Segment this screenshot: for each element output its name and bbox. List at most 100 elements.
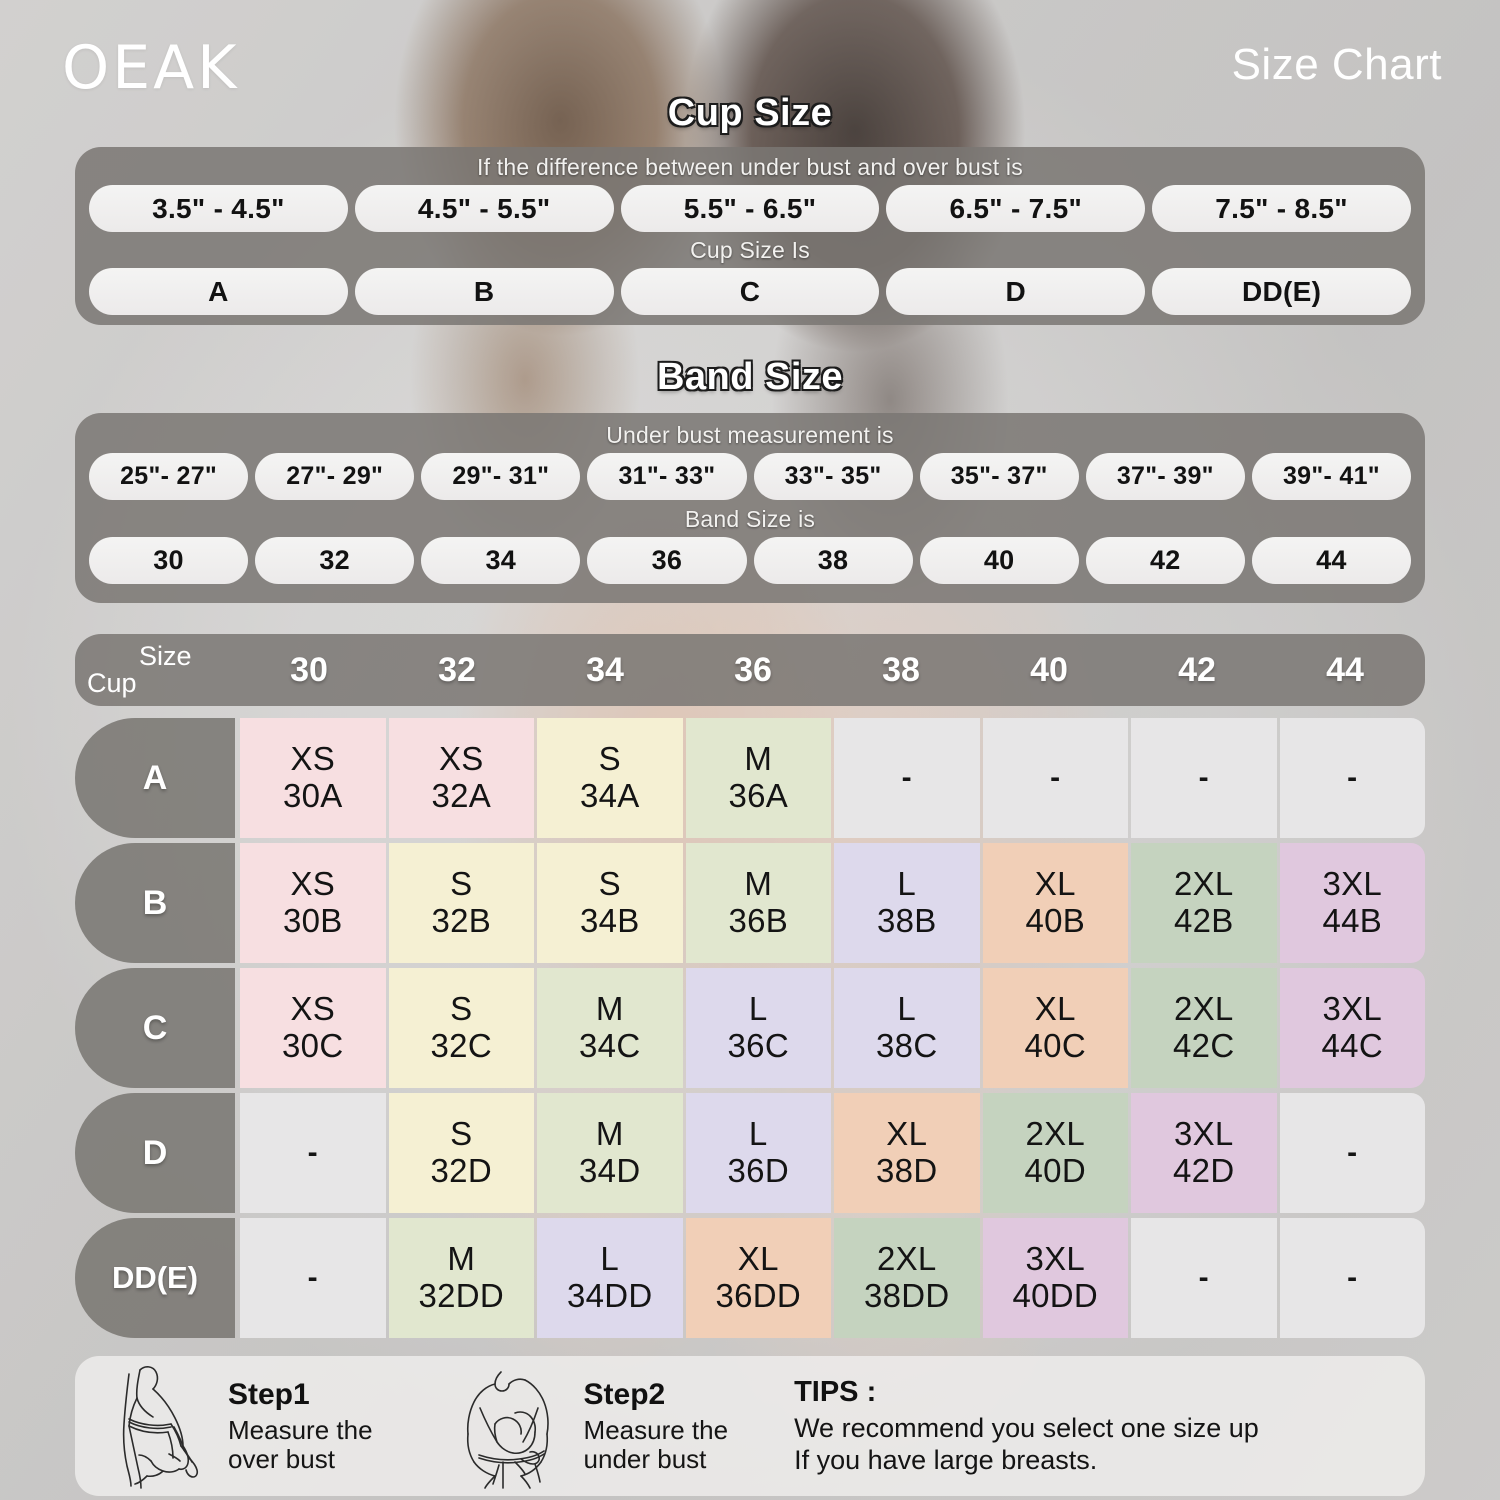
page-title: Size Chart (1231, 40, 1442, 89)
cell-size-code: 40D (1024, 1152, 1086, 1189)
band-number-cell: 32 (255, 537, 415, 584)
cell-size-code: 32D (430, 1152, 492, 1189)
cell-size-label: - (1050, 761, 1061, 795)
brand-logo: OEAK (62, 33, 240, 103)
cell-size-label: L (897, 990, 917, 1028)
cell-size-code: 44B (1322, 902, 1383, 939)
cup-range-cell: 4.5" - 5.5" (354, 185, 614, 232)
under-bust-caption: Under bust measurement is (606, 422, 894, 448)
cup-difference-caption: If the difference between under bust and… (477, 154, 1023, 180)
matrix-column-header-38: 38 (882, 650, 920, 689)
band-range-cell: 31"- 33" (587, 453, 747, 500)
tips-title: TIPS : (794, 1376, 877, 1409)
step-1-title: Step1 (228, 1377, 310, 1411)
cup-letter-cell: DD(E) (1152, 268, 1411, 315)
cell-size-label: XS (290, 865, 336, 903)
matrix-cell-36C: L 36C (685, 968, 831, 1088)
cell-size-label: S (450, 865, 473, 903)
cell-size-label: - (1347, 1136, 1358, 1170)
matrix-cell-36B: M 36B (685, 843, 831, 963)
matrix-cell-empty: - (240, 1093, 386, 1213)
matrix-cell-32B: S 32B (388, 843, 534, 963)
cell-size-label: XL (737, 1240, 779, 1278)
step-2-block: Step2 Measure the under bust (431, 1356, 729, 1496)
cell-size-code: 34D (579, 1152, 641, 1189)
cup-letter-row: A B C D DD(E) (75, 268, 1425, 315)
matrix-corner-size-label: Size (139, 641, 192, 671)
matrix-column-header-42: 42 (1178, 650, 1216, 689)
cell-size-code: 30A (282, 777, 343, 814)
cell-size-code: 36DD (715, 1277, 802, 1314)
tips-block: TIPS : We recommend you select one size … (794, 1376, 1259, 1475)
cell-size-label: S (598, 865, 621, 903)
cell-size-code: 38D (876, 1152, 938, 1189)
matrix-row-label-DDE: DD(E) (75, 1218, 235, 1338)
band-range-cell: 35"- 37" (919, 453, 1079, 500)
band-size-is-caption: Band Size is (684, 506, 816, 532)
cell-size-code: 36C (727, 1027, 789, 1064)
matrix-cell-30B: XS 30B (240, 843, 386, 963)
cell-size-label: 3XL (1322, 865, 1383, 903)
matrix-cell-empty: - (1279, 1093, 1425, 1213)
cell-size-label: M (744, 865, 773, 903)
cell-size-code: 40DD (1012, 1277, 1099, 1314)
matrix-row-label-A: A (75, 718, 235, 838)
band-number-cell: 40 (919, 537, 1079, 584)
matrix-cell-40B: XL 40B (982, 843, 1128, 963)
matrix-column-header-34: 34 (586, 650, 624, 689)
matrix-cell-empty: - (1279, 1218, 1425, 1338)
step-2-line1: Measure the (583, 1414, 729, 1445)
band-size-panel: Under bust measurement is 25"- 27" 27"- … (75, 413, 1425, 603)
matrix-column-header-32: 32 (438, 650, 476, 689)
cell-size-label: XS (438, 740, 484, 778)
cell-size-label: M (744, 740, 773, 778)
matrix-row-cells: XS 30A XS 32A S 34A M 36A - - - - (240, 718, 1425, 838)
cup-range-cell: 7.5" - 8.5" (1152, 185, 1411, 232)
matrix-cell-empty: - (1131, 718, 1277, 838)
matrix-column-header-30: 30 (290, 650, 328, 689)
cell-size-label: L (748, 1115, 768, 1153)
cell-size-code: 42D (1173, 1152, 1235, 1189)
cell-size-code: 38C (876, 1027, 938, 1064)
cell-size-label: - (307, 1136, 318, 1170)
matrix-body: A XS 30A XS 32A S 34A M 36A - - - - B XS 30B S 32B S 34B M 36… (75, 718, 1425, 1343)
matrix-cell-38DD: 2XL 38DD (834, 1218, 980, 1338)
band-number-cell: 36 (587, 537, 747, 584)
cell-size-code: 34A (579, 777, 640, 814)
cell-size-code: 40B (1025, 902, 1086, 939)
matrix-cell-32A: XS 32A (388, 718, 534, 838)
cell-size-code: 44C (1321, 1027, 1383, 1064)
band-number-cell: 30 (89, 537, 249, 584)
band-number-cell: 42 (1085, 537, 1245, 584)
step-1-line2: over bust (228, 1444, 335, 1474)
matrix-column-headers: 30 32 34 36 38 40 42 44 (235, 634, 1425, 706)
matrix-cell-empty: - (1279, 718, 1425, 838)
matrix-cell-empty: - (834, 718, 980, 838)
cell-size-code: 30C (282, 1027, 344, 1064)
cell-size-code: 32DD (418, 1277, 505, 1314)
matrix-cell-44C: 3XL 44C (1279, 968, 1425, 1088)
cell-size-label: L (600, 1240, 620, 1278)
cell-size-code: 36A (728, 777, 789, 814)
cell-size-label: L (748, 990, 768, 1028)
cell-size-label: - (901, 761, 912, 795)
cell-size-label: 3XL (1025, 1240, 1086, 1278)
matrix-cell-38C: L 38C (834, 968, 980, 1088)
band-number-row: 30 32 34 36 38 40 42 44 (75, 537, 1425, 584)
band-number-cell: 38 (753, 537, 913, 584)
matrix-header-row: Size Cup 30 32 34 36 38 40 42 44 (75, 634, 1425, 706)
band-range-cell: 33"- 35" (753, 453, 913, 500)
band-number-cell: 34 (421, 537, 581, 584)
matrix-cell-32DD: M 32DD (388, 1218, 534, 1338)
cell-size-label: S (450, 990, 473, 1028)
matrix-cell-40D: 2XL 40D (982, 1093, 1128, 1213)
cup-range-cell: 5.5" - 6.5" (620, 185, 880, 232)
cell-size-code: 30B (282, 902, 343, 939)
matrix-cell-32C: S 32C (388, 968, 534, 1088)
matrix-cell-40C: XL 40C (982, 968, 1128, 1088)
matrix-cell-34D: M 34D (537, 1093, 683, 1213)
cell-size-label: XL (886, 1115, 928, 1153)
band-range-row: 25"- 27" 27"- 29" 29"- 31" 31"- 33" 33"-… (75, 453, 1425, 500)
cell-size-code: 36D (727, 1152, 789, 1189)
matrix-cell-42D: 3XL 42D (1131, 1093, 1277, 1213)
